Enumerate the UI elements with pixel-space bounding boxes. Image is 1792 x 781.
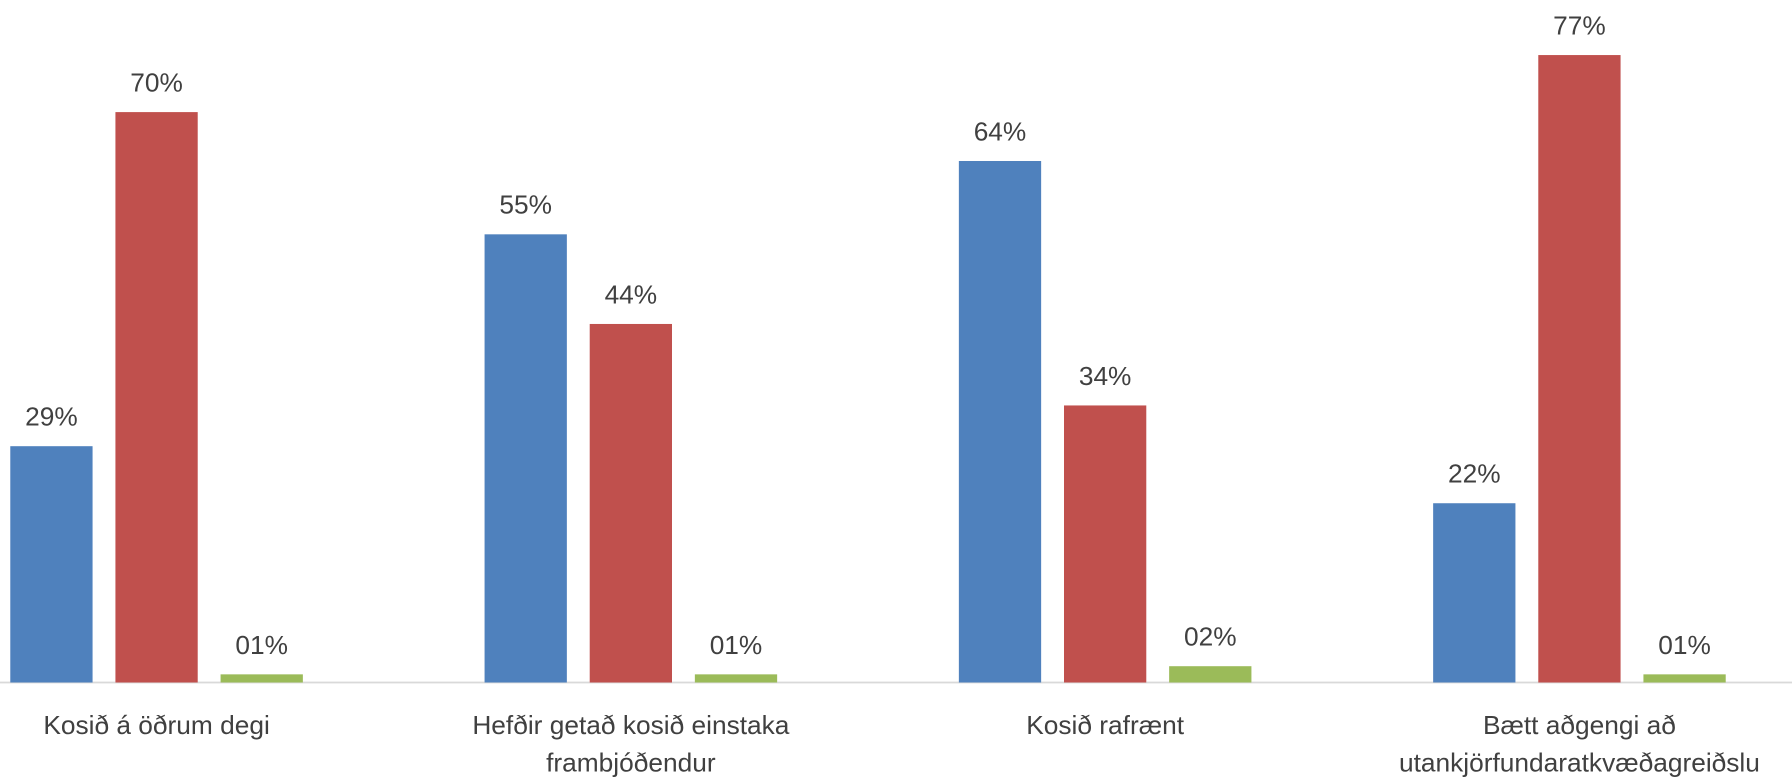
category-label-box: Hefðir getað kosið einstaka frambjóðendu…	[472, 709, 790, 778]
bar	[694, 674, 778, 683]
bar	[10, 446, 93, 683]
data-label: 70%	[130, 68, 183, 98]
data-label: 64%	[974, 116, 1027, 146]
x-tick-label: Kosið rafrænt	[1026, 709, 1185, 740]
bar	[1169, 666, 1252, 683]
data-label: 22%	[1448, 459, 1501, 489]
category-label-box: Kosið rafrænt	[1026, 709, 1185, 740]
data-label: 77%	[1553, 10, 1606, 40]
bar	[220, 674, 303, 683]
x-tick-label: Kosið á öðrum degi	[43, 709, 270, 740]
x-tick-label: Hefðir getað kosið einstaka frambjóðendu…	[472, 709, 790, 778]
data-label: 44%	[605, 279, 658, 309]
data-label: 29%	[25, 402, 78, 432]
data-label: 01%	[235, 630, 288, 660]
bar	[1538, 55, 1621, 683]
data-label: 55%	[499, 190, 552, 220]
bar	[484, 234, 567, 683]
data-label: 34%	[1079, 361, 1132, 391]
category-label-box: Bætt aðgengi að utankjörfundaratkvæðagre…	[1398, 709, 1760, 778]
bar	[1643, 674, 1726, 683]
bar	[1433, 503, 1516, 683]
bar	[958, 160, 1042, 683]
category-label-box: Kosið á öðrum degi	[43, 709, 270, 740]
x-tick-label: Bætt aðgengi að utankjörfundaratkvæðagre…	[1398, 709, 1760, 778]
bar	[589, 323, 672, 683]
bar	[1064, 405, 1147, 683]
data-label: 01%	[1658, 630, 1711, 660]
bar	[115, 112, 198, 683]
data-label: 02%	[1184, 622, 1237, 652]
data-label: 01%	[710, 630, 763, 660]
